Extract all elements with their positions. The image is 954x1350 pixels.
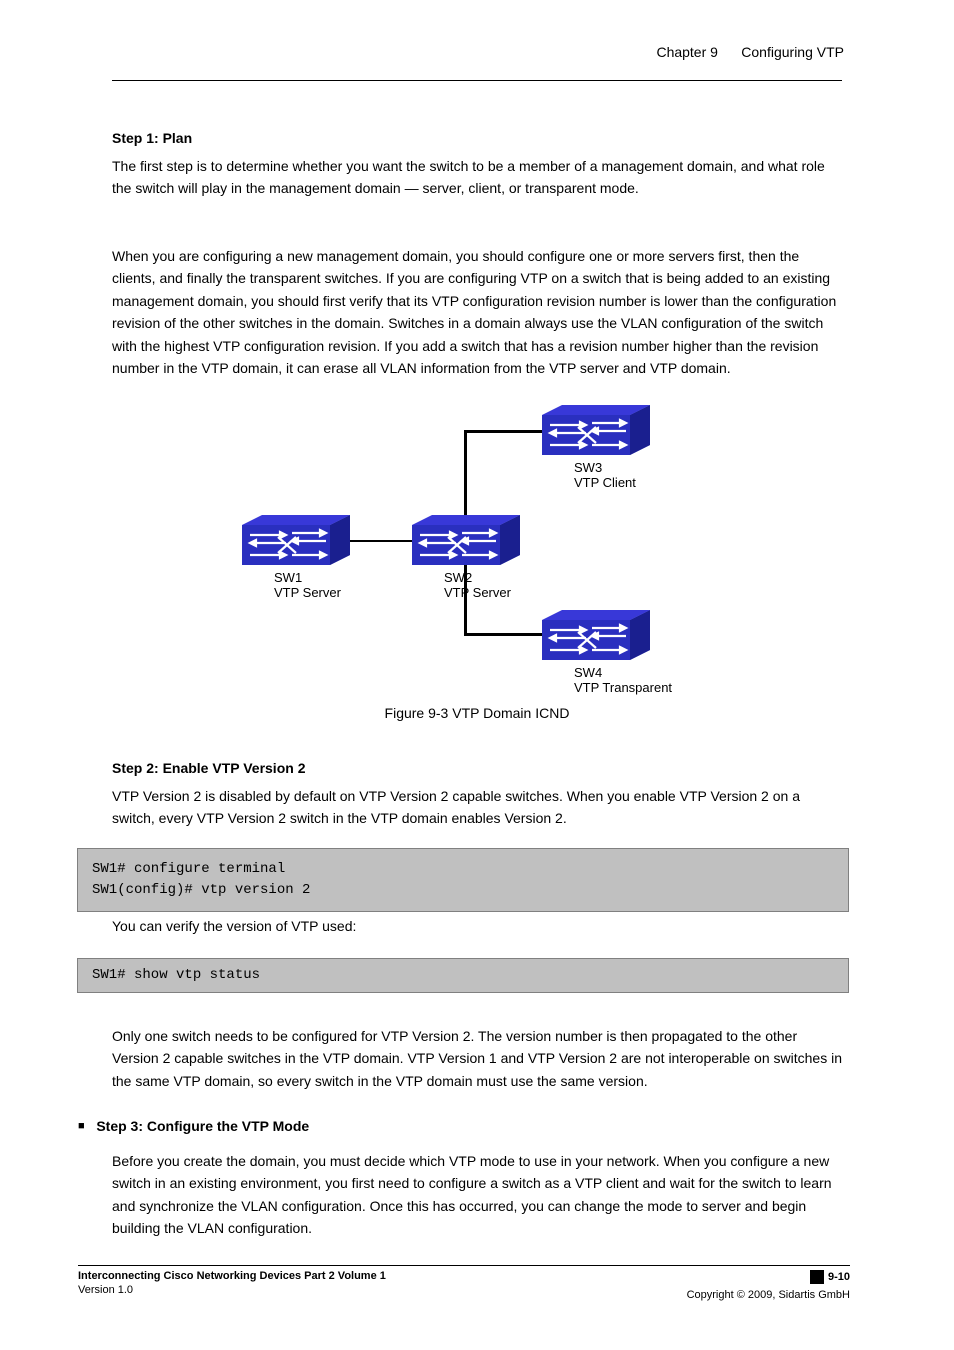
diagram-edge-sw2-sw4 xyxy=(464,633,544,636)
diagram-label-sw1: SW1 VTP Server xyxy=(274,570,341,600)
diagram-node-sw3 xyxy=(542,405,650,455)
diagram-label-sw4: SW4 VTP Transparent xyxy=(574,665,672,695)
bullet-icon: ■ xyxy=(78,1120,85,1132)
mid-text: You can verify the version of VTP used: xyxy=(112,918,356,934)
node-label: SW2 xyxy=(444,570,472,585)
header-title: Configuring VTP xyxy=(741,44,844,60)
step2-heading: Step 2: Enable VTP Version 2 xyxy=(112,760,305,776)
node-sublabel: VTP Client xyxy=(574,475,636,490)
node-sublabel: VTP Server xyxy=(274,585,341,600)
page-footer: Interconnecting Cisco Networking Devices… xyxy=(78,1265,850,1301)
node-label: SW4 xyxy=(574,665,602,680)
diagram-node-sw4 xyxy=(542,610,650,660)
header-rule xyxy=(112,80,842,81)
figure-caption: Figure 9-3 VTP Domain ICND xyxy=(112,705,842,721)
code-line: SW1# configure terminal xyxy=(92,859,834,880)
code-line: SW1# show vtp status xyxy=(92,965,834,986)
page-header: Chapter 9 Configuring VTP xyxy=(656,44,844,60)
page-number-square-icon xyxy=(810,1270,824,1284)
document-page: Chapter 9 Configuring VTP Step 1: Plan T… xyxy=(0,0,954,1350)
diagram-label-sw2: SW2 VTP Server xyxy=(444,570,511,600)
codeblock-1: SW1# configure terminal SW1(config)# vtp… xyxy=(77,848,849,912)
step3-label: Step 3: Configure the VTP Mode xyxy=(96,1118,309,1134)
step1-heading: Step 1: Plan xyxy=(112,130,192,146)
node-sublabel: VTP Server xyxy=(444,585,511,600)
diagram-edge-sw1-sw2 xyxy=(347,540,417,542)
step1-para1: The first step is to determine whether y… xyxy=(112,155,842,200)
step1-para2: When you are configuring a new managemen… xyxy=(112,245,842,379)
step3-heading: ■ Step 3: Configure the VTP Mode xyxy=(78,1118,309,1134)
codeblock-2: SW1# show vtp status xyxy=(77,958,849,993)
node-label: SW1 xyxy=(274,570,302,585)
header-chapter: Chapter 9 xyxy=(656,44,717,60)
node-label: SW3 xyxy=(574,460,602,475)
vtp-diagram: SW1 VTP Server SW2 V xyxy=(112,400,842,680)
node-sublabel: VTP Transparent xyxy=(574,680,672,695)
diagram-node-sw1 xyxy=(242,515,350,565)
step3-para: Before you create the domain, you must d… xyxy=(112,1150,842,1240)
diagram-node-sw2 xyxy=(412,515,520,565)
footer-version: Version 1.0 xyxy=(78,1284,386,1296)
page-number-text: 9-10 xyxy=(828,1271,850,1283)
footer-copyright: Copyright © 2009, Sidartis GmbH xyxy=(687,1289,850,1301)
step2-para: VTP Version 2 is disabled by default on … xyxy=(112,785,842,830)
step2-para2: Only one switch needs to be configured f… xyxy=(112,1025,842,1092)
footer-title: Interconnecting Cisco Networking Devices… xyxy=(78,1270,386,1282)
page-number: 9-10 xyxy=(810,1270,850,1284)
diagram-label-sw3: SW3 VTP Client xyxy=(574,460,636,490)
diagram-edge-sw2-sw3 xyxy=(464,430,544,433)
footer-rule xyxy=(78,1265,850,1266)
code-line: SW1(config)# vtp version 2 xyxy=(92,880,834,901)
